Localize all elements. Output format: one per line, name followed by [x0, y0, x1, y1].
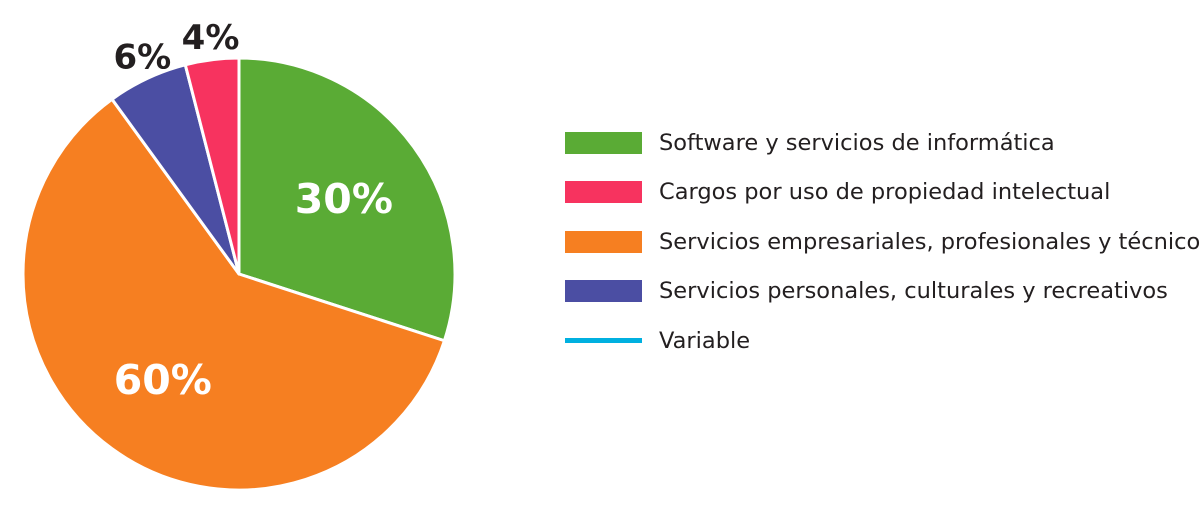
- chart-legend: Software y servicios de informática Cargo…: [565, 124, 1200, 372]
- pie-slices: [21, 56, 457, 492]
- legend-label: Software y servicios de informática: [659, 129, 1055, 156]
- legend-label: Variable: [659, 327, 751, 354]
- legend-label: Servicios personales, culturales y recre…: [659, 278, 1168, 304]
- legend-label: Servicios empresariales, profesionales y…: [659, 228, 1200, 255]
- pie-slice-software-y-servicios-de-informatica: [237, 56, 457, 343]
- legend-label: Cargos por uso de propiedad intelectual: [659, 179, 1111, 205]
- legend-swatch: [565, 280, 642, 302]
- legend-swatch: [565, 131, 642, 154]
- pie-slice-cargos-por-uso-de-propiedad-intelectual: [183, 56, 241, 276]
- legend-item-servicios-empresariales-profesionales-y-tecnicos: Servicios empresariales, profesionales y…: [565, 223, 1200, 260]
- pie-label-servicios-personales-culturales-y-recreativos: 6%: [113, 38, 171, 78]
- pie-label-servicios-empresariales-profesionales-y-tecnicos: 60%: [114, 356, 212, 404]
- legend-item-cargos-por-uso-de-propiedad-intelectual: Cargos por uso de propiedad intelectual: [565, 174, 1200, 211]
- pie-label-software-y-servicios-de-informatica: 30%: [295, 175, 393, 223]
- pie-slice-servicios-empresariales-profesionales-y-tecnicos: [21, 97, 446, 492]
- legend-swatch: [565, 230, 642, 253]
- pie-labels: 30% 60% 6% 4%: [113, 18, 392, 404]
- legend-item-software-y-servicios-de-informatica: Software y servicios de informática: [565, 124, 1200, 161]
- legend-swatch: [565, 338, 642, 343]
- legend-swatch: [565, 181, 642, 203]
- pie-label-cargos-por-uso-de-propiedad-intelectual: 4%: [182, 18, 240, 58]
- legend-item-servicios-personales-culturales-y-recreativos: Servicios personales, culturales y recre…: [565, 273, 1200, 310]
- legend-item-variable: Variable: [565, 322, 1200, 359]
